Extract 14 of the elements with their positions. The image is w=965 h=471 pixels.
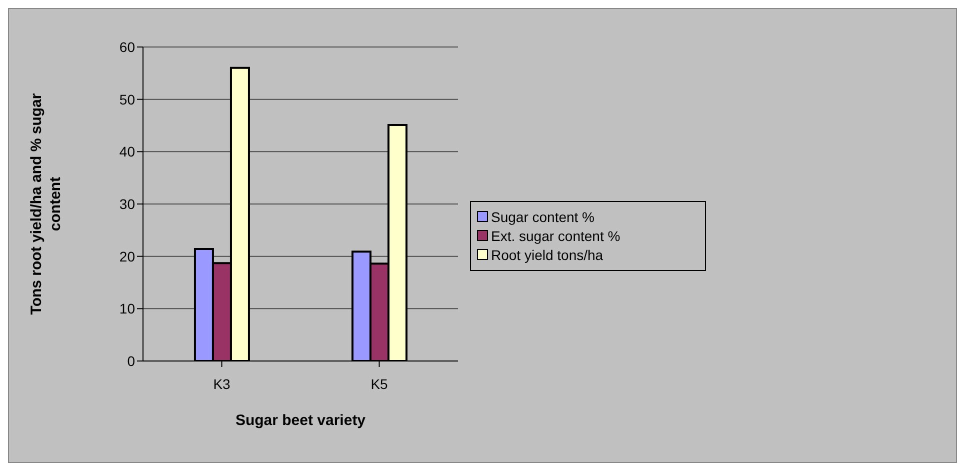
legend-label: Sugar content %: [491, 208, 595, 224]
y-tick-label: 50: [119, 91, 136, 108]
y-tick-label: 0: [127, 352, 136, 369]
y-axis-title: Tons root yield/ha and % sugar content: [28, 93, 64, 315]
x-tick-label: K3: [213, 376, 231, 392]
x-axis-title: Sugar beet variety: [235, 412, 366, 429]
legend-label: Ext. sugar content %: [491, 228, 620, 244]
y-tick-label: 20: [119, 248, 136, 264]
x-tick-label: K5: [370, 376, 388, 392]
y-tick-label: 30: [119, 196, 136, 212]
y-tick-label: 10: [119, 300, 136, 317]
legend-label: Root yield tons/ha: [491, 246, 604, 262]
y-tick-label: 40: [119, 144, 136, 160]
y-tick-label: 60: [119, 38, 136, 55]
